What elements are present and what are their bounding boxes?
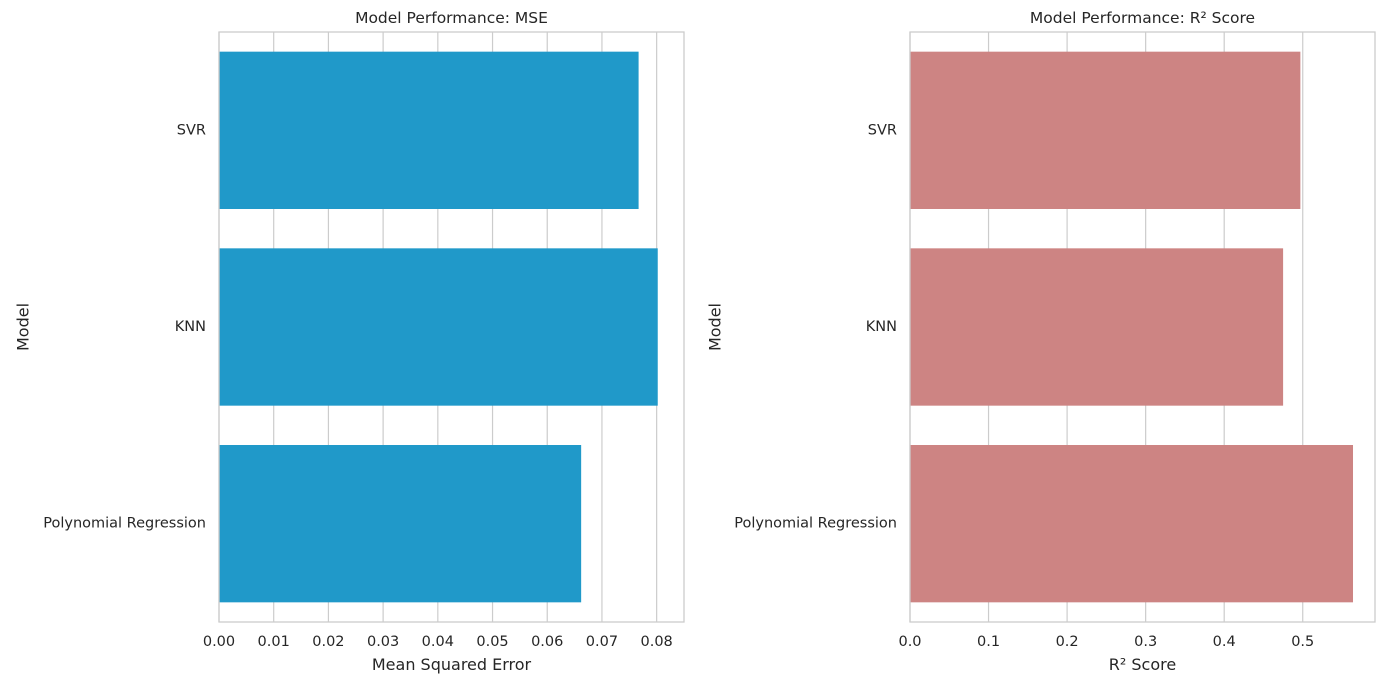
mse-x-tick-label-3: 0.03 xyxy=(367,634,399,650)
r2-category-label-0: SVR xyxy=(868,122,897,138)
mse-x-tick-label-6: 0.06 xyxy=(531,634,563,650)
mse-y-axis-label: Model xyxy=(14,303,33,351)
mse-chart-title: Model Performance: MSE xyxy=(355,9,548,27)
mse-x-tick-label-5: 0.05 xyxy=(476,634,508,650)
r2-x-tick-label-2: 0.2 xyxy=(1056,634,1079,650)
r2-bar-2 xyxy=(910,445,1354,603)
r2-x-tick-label-3: 0.3 xyxy=(1134,634,1157,650)
mse-plot-frame xyxy=(218,31,685,623)
r2-bar-0 xyxy=(910,51,1301,209)
r2-category-label-2: Polynomial Regression xyxy=(734,516,897,532)
r2-plot-frame xyxy=(909,31,1376,623)
r2-chart-panel: SVR KNN Polynomial Regression 0.0 0.1 0.2 0.3 0… xyxy=(706,9,1376,674)
mse-x-axis-label: Mean Squared Error xyxy=(372,655,532,674)
mse-chart-panel: SVR KNN Polynomial Regression 0.00 0.01 0.02 0… xyxy=(14,9,685,674)
mse-x-tick-label-0: 0.00 xyxy=(203,634,235,650)
mse-x-tick-label-4: 0.04 xyxy=(422,634,454,650)
mse-x-tick-label-2: 0.02 xyxy=(312,634,344,650)
mse-bar-2 xyxy=(219,445,582,603)
r2-x-axis-label: R² Score xyxy=(1109,655,1176,674)
mse-bar-1 xyxy=(219,248,658,406)
mse-x-tick-label-8: 0.08 xyxy=(640,634,672,650)
mse-x-tick-label-7: 0.07 xyxy=(586,634,618,650)
r2-x-tick-label-4: 0.4 xyxy=(1213,634,1236,650)
r2-y-axis-label: Model xyxy=(706,303,725,351)
r2-chart-title: Model Performance: R² Score xyxy=(1030,9,1255,27)
mse-bar-0 xyxy=(219,51,639,209)
mse-category-label-0: SVR xyxy=(177,122,206,138)
r2-x-tick-label-5: 0.5 xyxy=(1291,634,1314,650)
mse-category-label-1: KNN xyxy=(175,319,206,335)
r2-bar-1 xyxy=(910,248,1284,406)
r2-x-tick-label-1: 0.1 xyxy=(977,634,1000,650)
r2-x-tick-label-0: 0.0 xyxy=(898,634,921,650)
mse-x-tick-label-1: 0.01 xyxy=(258,634,290,650)
r2-category-label-1: KNN xyxy=(866,319,897,335)
mse-category-label-2: Polynomial Regression xyxy=(43,516,206,532)
